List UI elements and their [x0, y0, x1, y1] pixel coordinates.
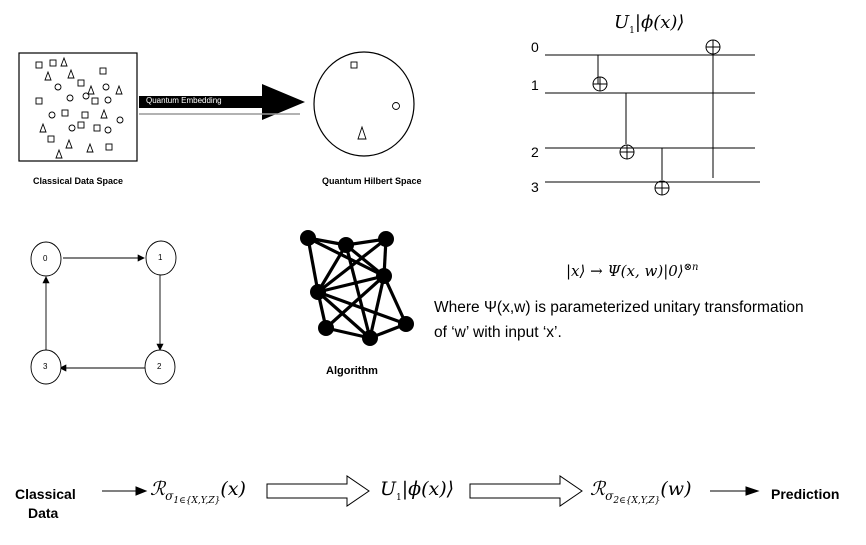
cycle-node-1	[145, 240, 177, 276]
cycle-node-0	[30, 241, 62, 277]
pipeline-unitary: U1|ϕ(x)⟩	[380, 478, 455, 503]
equation-description-1: Where Ψ(x,w) is parameterized unitary tr…	[434, 299, 804, 316]
cycle-node-label-2: 2	[157, 362, 162, 371]
quantum-circuit	[545, 39, 760, 196]
wire-label-1: 1	[531, 77, 539, 93]
pipeline-input-line2: Data	[28, 505, 59, 521]
pipeline-block-arrow-1	[266, 475, 370, 507]
quantum-hilbert-space	[313, 51, 415, 157]
wire-label-0: 0	[531, 39, 539, 55]
circuit-title: U1|ϕ(x)⟩	[614, 12, 685, 36]
cycle-node-label-1: 1	[158, 253, 163, 262]
pipeline-rotation-1: ℛσ1∈{X,Y,Z}(x)	[150, 478, 246, 506]
pipeline-rotation-2: ℛσ2∈{X,Y,Z}(w)	[590, 478, 692, 506]
cnot-target-1	[592, 76, 608, 92]
classical-data-space	[18, 52, 138, 162]
classical-data-points	[35, 56, 124, 159]
algorithm-network	[300, 230, 414, 346]
wire-label-3: 3	[531, 179, 539, 195]
pipeline-block-arrow-2	[469, 475, 583, 507]
pipeline-input-line1: Classical	[15, 486, 76, 502]
cycle-node-label-3: 3	[43, 362, 48, 371]
wire-label-2: 2	[531, 144, 539, 160]
quantum-embedding-arrow	[139, 84, 305, 120]
pipeline-output: Prediction	[771, 486, 840, 502]
quantum-embedding-label: Quantum Embedding	[146, 96, 222, 105]
hilbert-space-label: Quantum Hilbert Space	[322, 176, 422, 186]
equation-description-2: of ‘w’ with input ‘x’.	[434, 324, 562, 341]
cycle-node-3	[30, 349, 62, 385]
pipeline-arrows	[102, 475, 760, 507]
classical-space-label: Classical Data Space	[33, 176, 124, 186]
cycle-node-2	[144, 349, 176, 385]
cnot-target-3	[654, 180, 670, 196]
algorithm-label: Algorithm	[326, 365, 378, 377]
embedding-equation: |x⟩ → Ψ(x, w)|0⟩⊗n	[566, 262, 699, 280]
cnot-target-2	[619, 144, 635, 160]
cycle-node-label-0: 0	[43, 254, 48, 263]
cnot-target-0	[705, 39, 721, 55]
cycle-graph	[30, 240, 177, 385]
